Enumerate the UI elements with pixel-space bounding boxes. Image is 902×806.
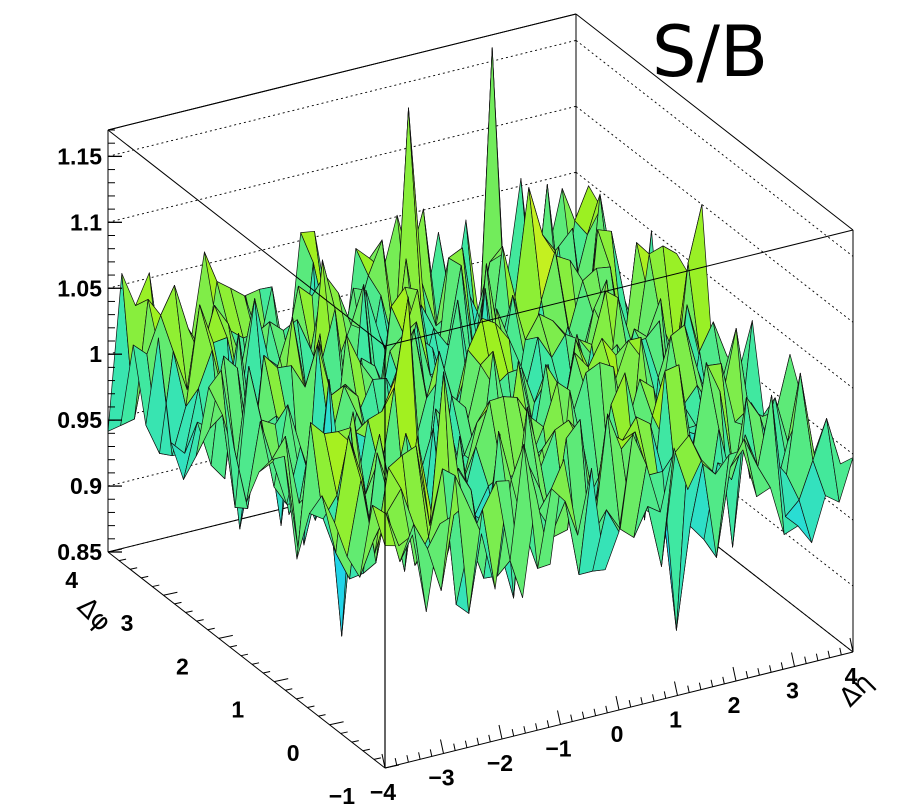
frame-edge	[108, 14, 576, 130]
x-tick	[524, 726, 526, 733]
y-tick-label: 4	[65, 567, 78, 593]
x-tick	[711, 680, 713, 687]
x-tick-label: −4	[370, 779, 396, 805]
y-tick	[319, 715, 326, 717]
x-tick	[419, 752, 421, 759]
x-tick	[441, 740, 444, 754]
y-tick-label: −1	[329, 783, 355, 806]
x-tick	[758, 668, 760, 675]
x-tick-label: −1	[545, 736, 571, 762]
x-tick-label: −3	[428, 765, 454, 791]
z-tick-label: 0.9	[70, 473, 102, 499]
y-tick	[285, 689, 292, 691]
x-tick	[606, 706, 608, 713]
y-tick-label: 1	[231, 697, 244, 723]
x-tick	[582, 712, 584, 719]
x-tick	[536, 723, 538, 730]
y-tick	[341, 732, 348, 734]
x-tick	[477, 738, 479, 745]
y-tick	[385, 765, 399, 768]
y-tick	[241, 654, 248, 656]
y-tick	[163, 592, 177, 595]
y-tick-label: 0	[287, 740, 300, 766]
x-tick	[629, 700, 631, 707]
x-tick	[828, 651, 830, 658]
y-tick	[274, 679, 288, 682]
y-tick-label: 2	[176, 653, 189, 679]
x-tick	[512, 729, 514, 736]
x-axis-label: Δη	[834, 668, 879, 713]
y-tick	[307, 706, 314, 708]
y-tick	[330, 722, 344, 725]
z-tick-label: 1.15	[57, 143, 102, 169]
x-tick	[746, 671, 748, 678]
x-tick	[465, 741, 467, 748]
y-tick	[197, 620, 204, 622]
z-tick-label: 0.95	[57, 407, 102, 433]
x-tick	[616, 696, 619, 710]
x-tick	[653, 694, 655, 701]
y-axis-label: Δφ	[71, 592, 117, 638]
x-tick	[664, 691, 666, 698]
gridline	[108, 106, 576, 222]
plot-title: S/B	[652, 11, 768, 93]
y-tick	[141, 576, 148, 578]
x-tick	[723, 677, 725, 684]
x-tick	[792, 653, 795, 667]
x-tick	[547, 720, 549, 727]
x-tick	[641, 697, 643, 704]
x-tick	[594, 709, 596, 716]
z-tick-label: 1.05	[57, 275, 102, 301]
x-tick	[571, 715, 573, 722]
x-tick	[489, 735, 491, 742]
x-tick-label: −2	[487, 750, 513, 776]
x-tick-label: 0	[611, 721, 624, 747]
x-tick-label: 3	[786, 678, 799, 704]
x-tick	[688, 686, 690, 693]
y-tick	[219, 635, 233, 638]
x-tick	[675, 682, 678, 696]
x-tick	[733, 667, 736, 681]
x-tick	[395, 758, 397, 765]
x-tick-label: 1	[669, 707, 682, 733]
surface-mesh	[108, 48, 853, 637]
y-tick	[130, 568, 137, 570]
x-tick	[430, 749, 432, 756]
y-tick	[152, 585, 159, 587]
gridline	[108, 40, 576, 156]
x-tick	[558, 711, 561, 725]
x-tick	[699, 683, 701, 690]
y-tick	[363, 749, 370, 751]
y-tick	[186, 611, 193, 613]
z-tick-label: 1.1	[70, 209, 102, 235]
y-tick	[252, 663, 259, 665]
x-tick	[454, 744, 456, 751]
x-tick	[805, 657, 807, 664]
y-tick	[263, 671, 270, 673]
y-tick	[296, 697, 303, 699]
z-tick-label: 0.85	[57, 539, 102, 565]
x-tick	[499, 725, 502, 739]
y-tick	[352, 741, 359, 743]
x-tick-label: 2	[728, 692, 741, 718]
x-tick	[840, 648, 842, 655]
y-tick	[208, 628, 215, 630]
y-tick	[174, 602, 181, 604]
y-tick	[230, 646, 237, 648]
y-tick	[374, 758, 381, 760]
z-tick-label: 1	[89, 341, 102, 367]
y-tick	[119, 559, 126, 561]
y-tick-label: 3	[121, 610, 134, 636]
x-tick	[781, 662, 783, 669]
x-tick	[770, 665, 772, 672]
x-tick	[816, 654, 818, 661]
x-tick	[407, 755, 409, 762]
